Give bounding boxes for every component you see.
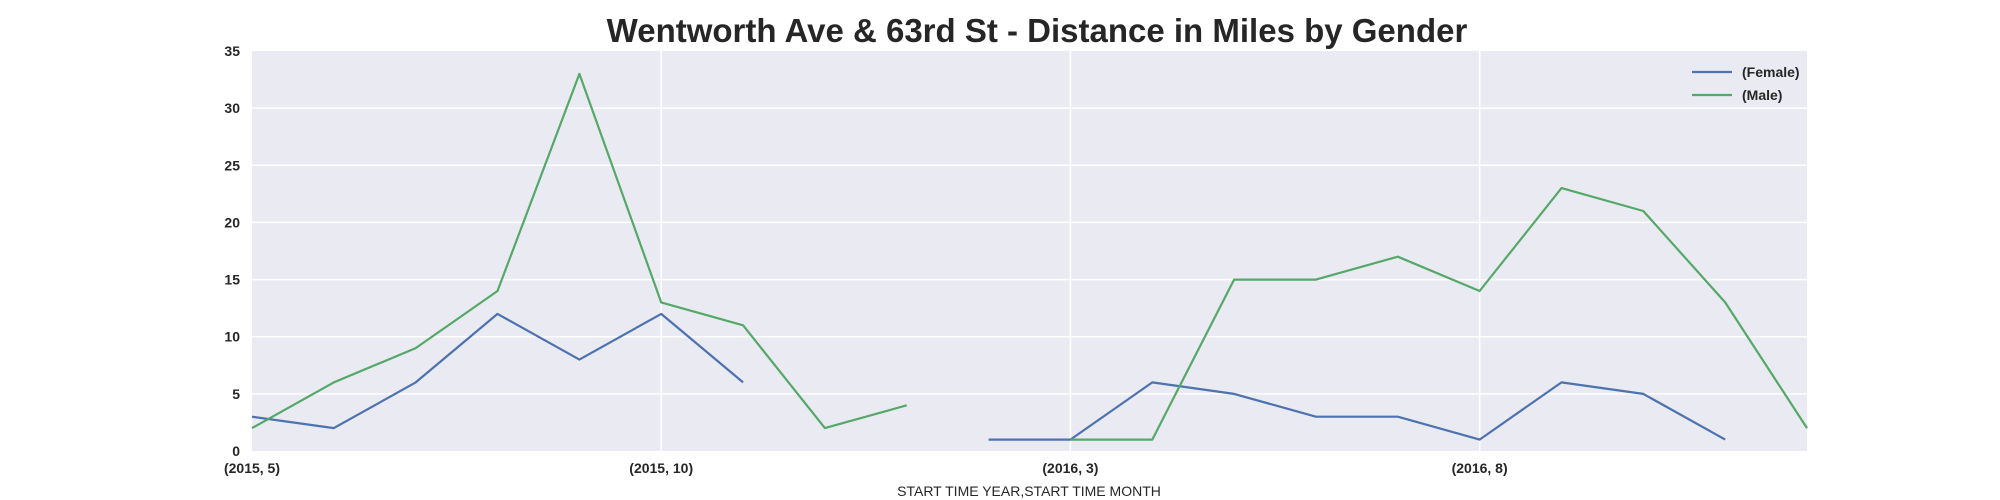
y-axis-ticks: 0 5 10 15 20 25 30 35 [224, 43, 240, 459]
series-0-line [251, 312, 1726, 441]
y-tick-label: 25 [224, 157, 240, 173]
y-tick-label: 30 [224, 100, 240, 116]
x-axis-label: START TIME YEAR,START TIME MONTH [897, 483, 1161, 499]
x-tick-label: (2015, 5) [224, 460, 280, 476]
series-lines [251, 72, 1808, 441]
y-tick-label: 15 [224, 272, 240, 288]
series-1-line [251, 72, 1808, 441]
x-tick-label: (2016, 8) [1452, 460, 1508, 476]
y-tick-label: 20 [224, 214, 240, 230]
series-line-segment [1070, 187, 1808, 441]
series-line-segment [251, 72, 907, 430]
chart-title: Wentworth Ave & 63rd St - Distance in Mi… [607, 12, 1468, 49]
x-tick-label: (2016, 3) [1042, 460, 1098, 476]
y-tick-label: 35 [224, 43, 240, 59]
series-line-segment [988, 381, 1726, 441]
legend-label: (Male) [1742, 87, 1782, 103]
y-tick-label: 10 [224, 329, 240, 345]
y-tick-label: 0 [232, 443, 240, 459]
legend: (Female) (Male) [1692, 64, 1800, 103]
y-tick-label: 5 [232, 386, 240, 402]
plot-area [252, 51, 1807, 451]
series-line-segment [251, 312, 744, 430]
x-tick-label: (2015, 10) [629, 460, 693, 476]
grid-lines [252, 51, 1807, 451]
x-axis-ticks: (2015, 5) (2015, 10) (2016, 3) (2016, 8) [224, 460, 1508, 476]
legend-label: (Female) [1742, 64, 1800, 80]
